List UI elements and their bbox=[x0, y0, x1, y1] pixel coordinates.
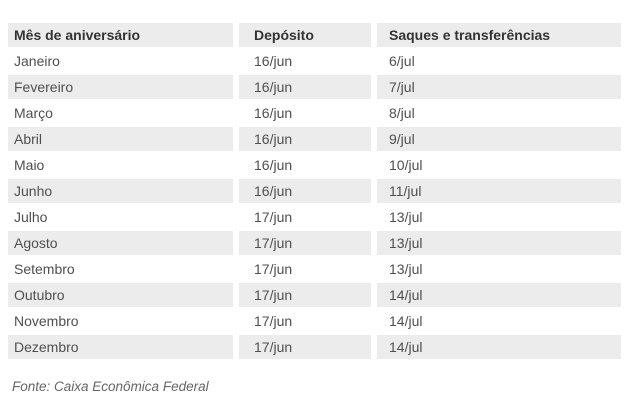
deposit-cell: 16/jun bbox=[254, 157, 293, 173]
deposit-cell: 16/jun bbox=[239, 179, 371, 203]
deposit-cell: 17/jun bbox=[239, 231, 371, 255]
withdrawal-cell: 13/jul bbox=[377, 231, 621, 255]
month-cell: Agosto bbox=[8, 231, 233, 255]
deposit-cell: 16/jun bbox=[239, 127, 371, 151]
table-body: Janeiro 16/jun 6/jul Fevereiro 16/jun 7/jul Ma… bbox=[8, 49, 621, 359]
table-row: Novembro 17/jun 14/jul bbox=[8, 309, 621, 333]
table-row: Junho 16/jun 11/jul bbox=[8, 179, 621, 203]
month-cell: Setembro bbox=[14, 261, 75, 277]
month-cell: Abril bbox=[8, 127, 233, 151]
withdrawal-cell: 6/jul bbox=[389, 53, 415, 69]
table-row: Agosto 17/jun 13/jul bbox=[8, 231, 621, 255]
withdrawal-cell: 10/jul bbox=[389, 157, 423, 173]
table-row: Dezembro 17/jun 14/jul bbox=[8, 335, 621, 359]
table-row: Janeiro 16/jun 6/jul bbox=[8, 49, 621, 73]
deposit-cell: 16/jun bbox=[254, 53, 293, 69]
table-row: Maio 16/jun 10/jul bbox=[8, 153, 621, 177]
column-header-deposit: Depósito bbox=[239, 23, 371, 47]
deposit-cell: 17/jun bbox=[239, 283, 371, 307]
header-row: Mês de aniversário Depósito Saques e tra… bbox=[8, 23, 621, 47]
withdrawal-cell: 13/jul bbox=[389, 209, 423, 225]
column-header-month: Mês de aniversário bbox=[8, 23, 233, 47]
deposit-cell: 17/jun bbox=[254, 313, 293, 329]
month-cell: Janeiro bbox=[14, 53, 60, 69]
column-header-withdrawals: Saques e transferências bbox=[377, 23, 621, 47]
table-row: Abril 16/jun 9/jul bbox=[8, 127, 621, 151]
table-row: Julho 17/jun 13/jul bbox=[8, 205, 621, 229]
fgts-birthday-withdrawal-table: Mês de aniversário Depósito Saques e tra… bbox=[2, 21, 627, 361]
deposit-cell: 17/jun bbox=[254, 209, 293, 225]
deposit-cell: 17/jun bbox=[254, 261, 293, 277]
table-row: Fevereiro 16/jun 7/jul bbox=[8, 75, 621, 99]
withdrawal-cell: 9/jul bbox=[377, 127, 621, 151]
source-note: Fonte: Caixa Econômica Federal bbox=[12, 379, 209, 394]
table-row: Outubro 17/jun 14/jul bbox=[8, 283, 621, 307]
withdrawal-cell: 14/jul bbox=[377, 335, 621, 359]
month-cell: Maio bbox=[14, 157, 45, 173]
month-cell: Dezembro bbox=[8, 335, 233, 359]
month-cell: Junho bbox=[8, 179, 233, 203]
withdrawal-cell: 7/jul bbox=[377, 75, 621, 99]
deposit-cell: 17/jun bbox=[239, 335, 371, 359]
withdrawal-cell: 14/jul bbox=[389, 313, 423, 329]
withdrawal-cell: 14/jul bbox=[377, 283, 621, 307]
withdrawal-cell: 13/jul bbox=[389, 261, 423, 277]
month-cell: Março bbox=[14, 105, 53, 121]
table-row: Março 16/jun 8/jul bbox=[8, 101, 621, 125]
month-cell: Julho bbox=[14, 209, 48, 225]
deposit-cell: 16/jun bbox=[239, 75, 371, 99]
deposit-cell: 16/jun bbox=[254, 105, 293, 121]
month-cell: Outubro bbox=[8, 283, 233, 307]
withdrawal-cell: 11/jul bbox=[377, 179, 621, 203]
withdrawal-cell: 8/jul bbox=[389, 105, 415, 121]
month-cell: Fevereiro bbox=[8, 75, 233, 99]
month-cell: Novembro bbox=[14, 313, 79, 329]
table-row: Setembro 17/jun 13/jul bbox=[8, 257, 621, 281]
